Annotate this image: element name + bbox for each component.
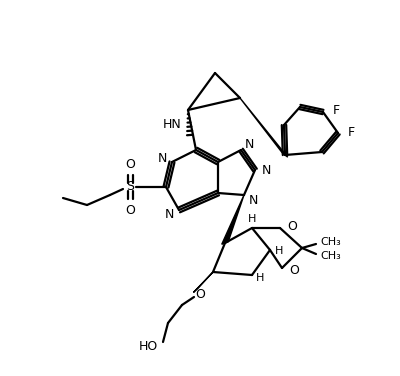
Text: H: H	[275, 246, 283, 256]
Text: S: S	[126, 180, 134, 194]
Text: F: F	[332, 103, 340, 117]
Polygon shape	[222, 195, 244, 244]
Text: O: O	[287, 220, 297, 232]
Text: H: H	[256, 273, 264, 283]
Text: N: N	[262, 164, 271, 176]
Text: CH₃: CH₃	[320, 237, 341, 247]
Text: N: N	[249, 194, 258, 208]
Text: O: O	[125, 203, 135, 217]
Text: O: O	[195, 288, 205, 300]
Text: HN: HN	[162, 117, 181, 130]
Text: CH₃: CH₃	[320, 251, 341, 261]
Text: N: N	[245, 138, 254, 152]
Text: H: H	[248, 214, 256, 224]
Text: O: O	[289, 264, 299, 276]
Polygon shape	[194, 272, 213, 293]
Text: N: N	[158, 152, 167, 165]
Text: F: F	[348, 126, 354, 139]
Text: N: N	[165, 209, 174, 221]
Polygon shape	[240, 98, 288, 157]
Text: HO: HO	[138, 341, 158, 353]
Text: O: O	[125, 158, 135, 170]
